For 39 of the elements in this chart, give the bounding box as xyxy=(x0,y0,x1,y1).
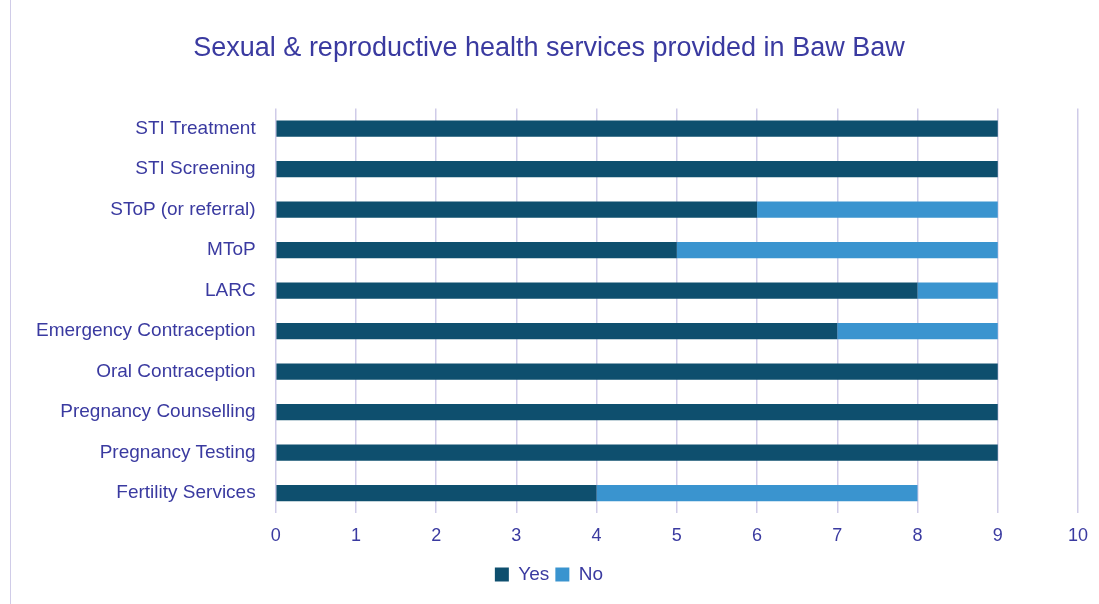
y-tick-label: STI Screening xyxy=(135,157,256,179)
legend-label: No xyxy=(578,562,604,584)
x-tick-label: 2 xyxy=(431,525,442,546)
y-tick-label: STI Treatment xyxy=(135,116,257,138)
x-tick-label: 8 xyxy=(912,525,923,546)
y-tick-label: Pregnancy Counselling xyxy=(60,400,256,422)
bar xyxy=(276,444,998,461)
bar xyxy=(276,201,758,218)
y-tick-label: Fertility Services xyxy=(116,481,256,503)
bar xyxy=(917,282,998,299)
legend-label: Yes xyxy=(518,562,550,584)
bar xyxy=(276,323,838,340)
x-tick-label: 6 xyxy=(752,525,763,546)
bar xyxy=(276,242,677,259)
x-tick-label: 1 xyxy=(350,525,361,546)
chart-title: Sexual & reproductive health services provided in Baw Baw xyxy=(193,31,906,62)
bar xyxy=(596,485,918,502)
y-tick-label: MToP xyxy=(207,238,256,260)
y-tick-label: LARC xyxy=(204,278,256,300)
bar xyxy=(676,242,998,259)
bar xyxy=(276,404,998,421)
bar xyxy=(276,363,998,380)
x-tick-label: 4 xyxy=(591,525,602,546)
y-tick-label: Emergency Contraception xyxy=(36,319,256,341)
bar xyxy=(276,161,998,178)
bar xyxy=(757,201,998,218)
x-tick-label: 0 xyxy=(270,525,281,546)
y-tick-label: Pregnancy Testing xyxy=(99,440,256,462)
x-tick-label: 10 xyxy=(1067,525,1088,546)
x-tick-label: 7 xyxy=(832,525,843,546)
x-tick-label: 5 xyxy=(671,525,682,546)
bar xyxy=(276,120,998,137)
bar xyxy=(276,485,597,502)
y-tick-label: Oral Contraception xyxy=(96,359,256,381)
y-tick-label: SToP (or referral) xyxy=(110,197,256,219)
x-tick-label: 3 xyxy=(511,525,522,546)
bar xyxy=(276,282,918,299)
bar xyxy=(837,323,998,340)
x-tick-label: 9 xyxy=(992,525,1003,546)
